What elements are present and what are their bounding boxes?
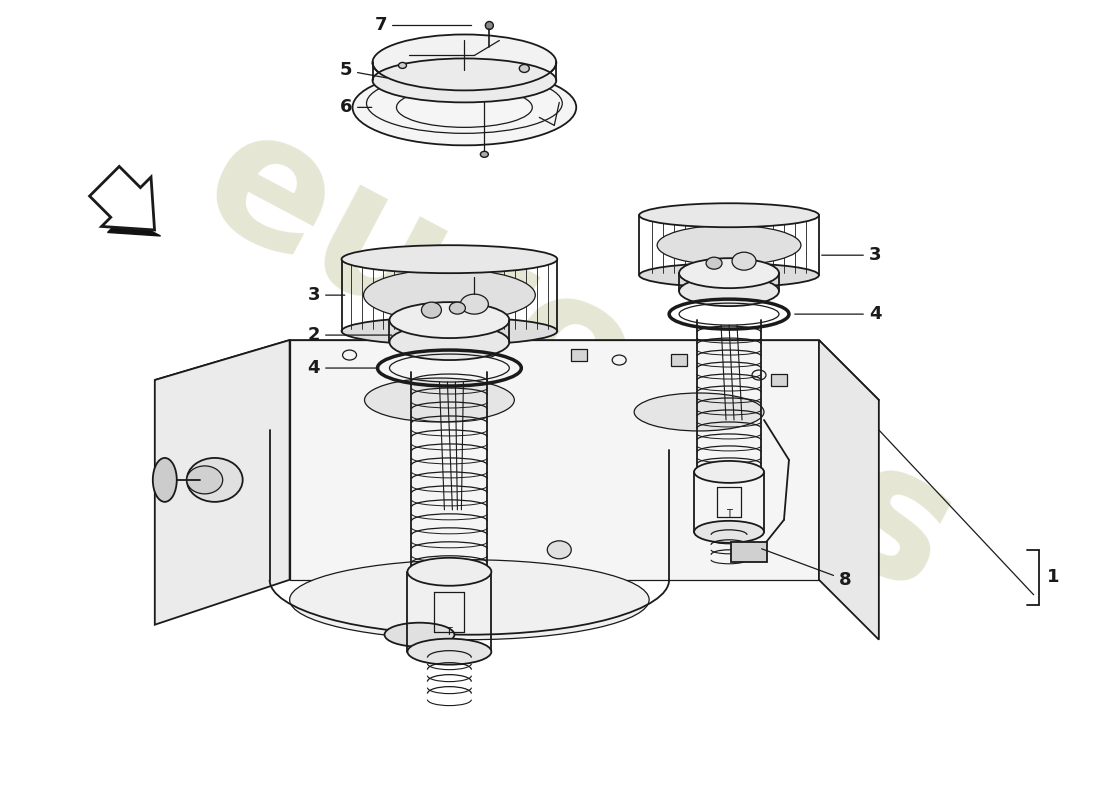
Ellipse shape <box>657 226 801 265</box>
Ellipse shape <box>706 257 722 269</box>
Ellipse shape <box>548 541 571 558</box>
Polygon shape <box>96 202 161 236</box>
Polygon shape <box>155 340 289 625</box>
Polygon shape <box>89 166 154 230</box>
Ellipse shape <box>153 458 177 502</box>
Text: T: T <box>446 626 453 637</box>
Ellipse shape <box>407 638 492 665</box>
Ellipse shape <box>187 458 243 502</box>
Ellipse shape <box>679 276 779 306</box>
Text: 4: 4 <box>308 359 378 377</box>
Ellipse shape <box>450 302 465 314</box>
Ellipse shape <box>519 65 529 73</box>
Text: 4: 4 <box>794 305 881 323</box>
Ellipse shape <box>389 324 509 360</box>
Polygon shape <box>289 340 818 580</box>
Polygon shape <box>671 354 688 366</box>
Text: 5: 5 <box>340 62 387 79</box>
Ellipse shape <box>461 294 488 314</box>
Text: 3: 3 <box>822 246 881 264</box>
Polygon shape <box>155 340 879 455</box>
Text: 3: 3 <box>308 286 344 304</box>
Ellipse shape <box>342 317 558 345</box>
Ellipse shape <box>373 34 557 90</box>
Text: T: T <box>726 509 732 519</box>
Text: 8: 8 <box>761 549 851 589</box>
Ellipse shape <box>289 560 649 640</box>
Ellipse shape <box>639 263 818 287</box>
Polygon shape <box>732 542 767 562</box>
Polygon shape <box>771 374 786 386</box>
Text: europes: europes <box>175 89 983 631</box>
Ellipse shape <box>352 70 576 146</box>
Polygon shape <box>818 340 879 640</box>
Polygon shape <box>571 349 587 361</box>
Ellipse shape <box>481 151 488 158</box>
Ellipse shape <box>364 378 515 422</box>
Ellipse shape <box>421 302 441 318</box>
Ellipse shape <box>385 622 454 646</box>
Ellipse shape <box>679 258 779 288</box>
Ellipse shape <box>635 393 764 431</box>
Ellipse shape <box>373 58 557 102</box>
Text: 1: 1 <box>1046 568 1059 586</box>
Ellipse shape <box>342 246 558 273</box>
Text: 2: 2 <box>308 326 392 344</box>
Text: a passion for parts since 1985: a passion for parts since 1985 <box>337 365 702 575</box>
Text: 7: 7 <box>374 17 472 34</box>
Ellipse shape <box>485 22 494 30</box>
Ellipse shape <box>694 461 764 483</box>
Ellipse shape <box>187 466 222 494</box>
Ellipse shape <box>639 203 818 227</box>
Ellipse shape <box>398 62 407 69</box>
Ellipse shape <box>389 302 509 338</box>
Ellipse shape <box>694 521 764 543</box>
Ellipse shape <box>407 558 492 586</box>
Ellipse shape <box>732 252 756 270</box>
Text: 6: 6 <box>340 98 372 116</box>
Ellipse shape <box>363 269 536 321</box>
